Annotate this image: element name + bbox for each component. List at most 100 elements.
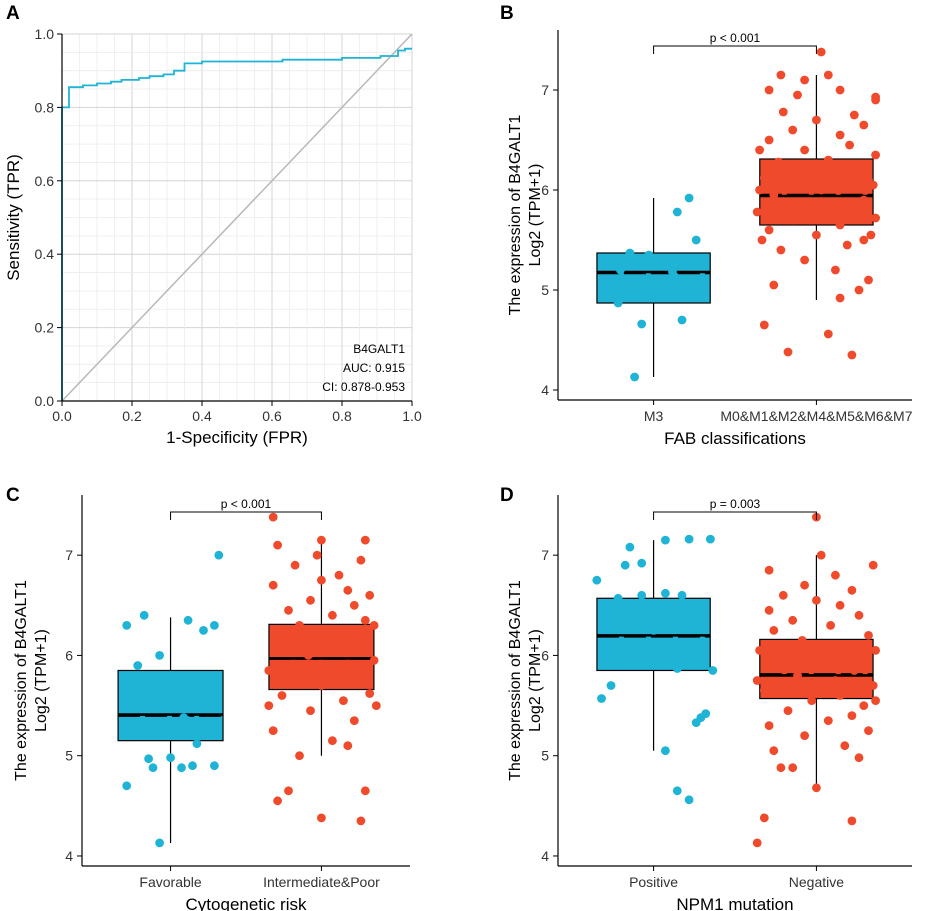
- data-point: [268, 580, 278, 590]
- data-point: [778, 590, 788, 600]
- data-point: [859, 195, 869, 205]
- data-point: [317, 813, 326, 823]
- data-point: [352, 671, 361, 680]
- data-point: [334, 661, 344, 670]
- data-point: [776, 245, 786, 255]
- data-point: [133, 661, 143, 670]
- data-point: [701, 709, 711, 718]
- x-tick-label: 0.8: [332, 408, 352, 424]
- data-point: [831, 265, 840, 275]
- data-point: [800, 75, 809, 85]
- data-point: [183, 615, 193, 625]
- panel-c-cytogenetic: C 4 5 6 7 Favorable Intermediate&Poor p < 0.001…: [6, 485, 410, 911]
- data-point: [835, 220, 845, 230]
- data-point: [630, 372, 639, 382]
- data-point: [788, 125, 798, 135]
- data-point: [812, 783, 821, 793]
- y-tick-label: 0.0: [35, 393, 55, 409]
- data-point: [776, 763, 786, 773]
- x-tick-label: Positive: [629, 874, 678, 890]
- x-tick-label: Negative: [789, 874, 844, 890]
- data-point: [592, 575, 602, 585]
- data-point: [835, 600, 845, 610]
- data-point: [859, 701, 869, 710]
- data-point: [284, 605, 293, 615]
- data-point: [321, 633, 331, 642]
- data-point: [684, 795, 694, 805]
- y-axis-title: The expression of B4GALT1: [507, 115, 524, 316]
- data-point: [356, 816, 366, 826]
- data-point: [637, 590, 647, 600]
- p-value-label: p < 0.001: [710, 31, 761, 45]
- data-point: [210, 621, 219, 630]
- y-tick-label: 1.0: [35, 26, 55, 42]
- data-point: [620, 560, 630, 570]
- data-point: [199, 626, 208, 635]
- data-point: [166, 753, 176, 763]
- data-point: [871, 646, 880, 655]
- data-point: [759, 173, 769, 183]
- data-point: [859, 120, 869, 130]
- data-point: [601, 641, 611, 650]
- data-point: [835, 293, 845, 303]
- data-point: [840, 741, 850, 751]
- data-point: [677, 315, 687, 325]
- data-point: [812, 230, 821, 240]
- x-tick-label: 0.2: [122, 408, 142, 424]
- y-tick-label: 0.6: [35, 173, 55, 189]
- panel-letter-a: A: [6, 3, 20, 24]
- data-point: [668, 267, 677, 277]
- x-tick-label: Favorable: [139, 874, 201, 890]
- data-point: [854, 610, 864, 620]
- x-axis-title: FAB classifications: [664, 429, 806, 448]
- data-point: [764, 85, 774, 95]
- data-point: [620, 285, 630, 295]
- data-point: [708, 666, 718, 675]
- data-point: [831, 676, 840, 685]
- y-axis-subtitle: Log2 (TPM+1): [33, 629, 50, 732]
- x-tick-label: M0&M1&M2&M4&M5&M6&M7: [720, 408, 912, 424]
- data-point: [752, 207, 762, 217]
- data-point: [214, 550, 224, 560]
- data-point: [210, 761, 219, 771]
- data-point: [764, 605, 774, 615]
- data-point: [871, 92, 880, 102]
- data-point: [155, 651, 165, 660]
- y-tick-label: 6: [541, 182, 549, 198]
- data-point: [783, 180, 793, 190]
- roc-curve-line: [61, 47, 412, 401]
- data-point: [306, 706, 315, 715]
- data-point: [369, 621, 379, 630]
- x-axis-title: Cytogenetic risk: [186, 895, 307, 911]
- data-point: [769, 626, 779, 635]
- data-point: [752, 676, 762, 685]
- data-point: [793, 90, 802, 100]
- y-axis-title: The expression of B4GALT1: [13, 580, 30, 781]
- data-point: [752, 838, 762, 848]
- data-point: [177, 763, 186, 773]
- box-left: [596, 252, 711, 304]
- data-point: [823, 205, 833, 215]
- data-point: [859, 651, 869, 660]
- data-point: [649, 626, 658, 635]
- roc-marker-label: B4GALT1: [353, 342, 405, 356]
- data-point: [842, 240, 852, 250]
- data-point: [356, 555, 366, 565]
- panel-d-npm1: D 4 5 6 7 Positive Negative p = 0.003 NPM1 mutat…: [500, 485, 912, 911]
- data-point: [122, 621, 132, 630]
- data-point: [864, 275, 873, 285]
- data-point: [273, 796, 282, 806]
- data-point: [371, 701, 381, 710]
- data-point: [840, 183, 850, 193]
- data-point: [776, 70, 786, 80]
- data-point: [188, 761, 197, 771]
- data-point: [312, 550, 322, 560]
- panel-letter-d: D: [500, 485, 514, 506]
- data-point: [864, 726, 873, 735]
- data-point: [661, 746, 670, 756]
- y-tick-label: 4: [541, 848, 549, 864]
- x-tick-label: 0.0: [52, 408, 72, 424]
- x-axis-title: 1-Specificity (FPR): [166, 428, 308, 447]
- data-point: [812, 115, 821, 125]
- x-tick-label: 0.4: [192, 408, 212, 424]
